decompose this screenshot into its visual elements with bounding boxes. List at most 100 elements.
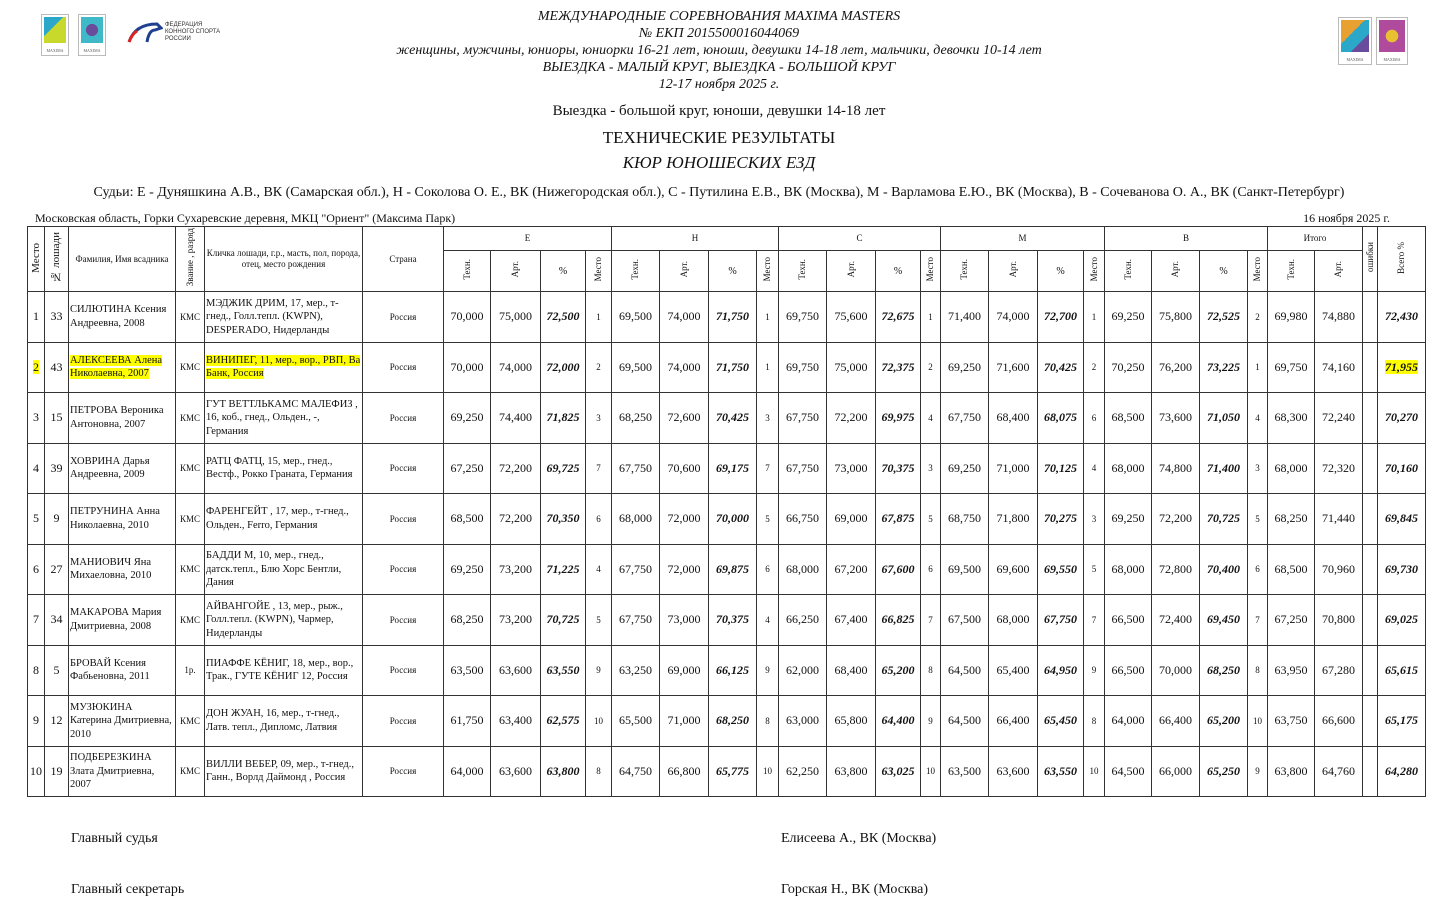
overall-score: 70,270 bbox=[1377, 392, 1426, 444]
pct-score: 69,450 bbox=[1199, 594, 1248, 646]
judge-place: 8 bbox=[920, 644, 941, 696]
pct-score: 69,875 bbox=[708, 543, 757, 595]
art-score: 63,600 bbox=[490, 644, 541, 696]
header-total-tech: Техн. bbox=[1267, 250, 1315, 292]
place-cell: 6 bbox=[27, 543, 45, 595]
pct-score: 64,950 bbox=[1037, 644, 1084, 696]
pct-score: 65,450 bbox=[1037, 695, 1084, 747]
judge-place: 5 bbox=[1083, 543, 1105, 595]
tech-score: 67,500 bbox=[940, 594, 989, 646]
art-score: 74,000 bbox=[659, 291, 709, 343]
tech-score: 68,000 bbox=[778, 543, 827, 595]
judge-place: 5 bbox=[1247, 493, 1268, 545]
header-tech: Техн. bbox=[443, 250, 491, 292]
rank-cell: КМС bbox=[175, 442, 205, 494]
categories: женщины, мужчины, юниоры, юниорки 16-21 … bbox=[396, 43, 1042, 58]
pct-score: 72,700 bbox=[1037, 291, 1084, 343]
tech-score: 69,500 bbox=[611, 291, 660, 343]
tech-score: 64,500 bbox=[940, 644, 989, 696]
judge-place: 8 bbox=[585, 745, 612, 797]
art-score: 72,000 bbox=[659, 543, 709, 595]
tech-score: 69,250 bbox=[443, 392, 491, 444]
pct-score: 69,550 bbox=[1037, 543, 1084, 595]
header-overall: Всего % bbox=[1377, 226, 1426, 292]
header-horse: Кличка лошади, г.р., масть, пол, порода,… bbox=[204, 226, 363, 292]
judge-place: 5 bbox=[920, 493, 941, 545]
pct-score: 70,725 bbox=[1199, 493, 1248, 545]
art-score: 63,600 bbox=[988, 745, 1038, 797]
judge-place: 2 bbox=[1083, 341, 1105, 393]
tech-score: 66,500 bbox=[1104, 594, 1152, 646]
header-art: Арт. bbox=[826, 250, 876, 292]
tech-score: 69,250 bbox=[1104, 493, 1152, 545]
maxima-logo-2: MAXIMA bbox=[78, 14, 106, 56]
header-horse-no: № лошади bbox=[44, 226, 69, 292]
pct-score: 70,425 bbox=[1037, 341, 1084, 393]
pct-score: 70,725 bbox=[540, 594, 586, 646]
tech-score: 64,500 bbox=[940, 695, 989, 747]
table-row: 9 12 МУЗЮКИНА Катерина Дмитриевна, 2010 КМС… bbox=[27, 695, 1426, 747]
table-row: 3 15 ПЕТРОВА Вероника Антоновна, 2007 КМС ГУ… bbox=[27, 392, 1426, 444]
art-score: 75,600 bbox=[826, 291, 876, 343]
tech-score: 64,000 bbox=[443, 745, 491, 797]
header-tech: Техн. bbox=[940, 250, 989, 292]
judge-place: 1 bbox=[756, 341, 779, 393]
total-art: 74,160 bbox=[1314, 341, 1363, 393]
rider-cell: ХОВРИНА Дарья Андреевна, 2009 bbox=[68, 442, 176, 494]
rider-cell: СИЛЮТИНА Ксения Андреевна, 2008 bbox=[68, 291, 176, 343]
chief-secretary-label: Главный секретарь bbox=[71, 882, 185, 897]
rank-cell: КМС bbox=[175, 493, 205, 545]
overall-score: 65,615 bbox=[1377, 644, 1426, 696]
horse-cell: ДОН ЖУАН, 16, мер., т-гнед., Латв. тепл.… bbox=[204, 695, 363, 747]
horse-cell: АЙВАНГОЙЕ , 13, мер., рыж., Голл.тепл. (… bbox=[204, 594, 363, 646]
pct-score: 66,125 bbox=[708, 644, 757, 696]
art-score: 75,800 bbox=[1151, 291, 1200, 343]
art-score: 70,000 bbox=[1151, 644, 1200, 696]
country-cell: Россия bbox=[362, 594, 444, 646]
total-tech: 67,250 bbox=[1267, 594, 1315, 646]
judges-list: Судьи: Е - Дуняшкина А.В., ВК (Самарская… bbox=[93, 185, 1345, 200]
event-title: МЕЖДУНАРОДНЫЕ СОРЕВНОВАНИЯ MAXIMA MASTER… bbox=[537, 9, 901, 24]
horse-cell: МЭДЖИК ДРИМ, 17, мер., т-гнед., Голл.теп… bbox=[204, 291, 363, 343]
rank-cell: КМС bbox=[175, 695, 205, 747]
header-tech: Техн. bbox=[778, 250, 827, 292]
ekp-number: № ЕКП 2015500016044069 bbox=[638, 26, 800, 41]
place-cell: 9 bbox=[27, 695, 45, 747]
judge-place: 8 bbox=[756, 695, 779, 747]
judge-place: 6 bbox=[920, 543, 941, 595]
total-art: 66,600 bbox=[1314, 695, 1363, 747]
pct-score: 70,425 bbox=[708, 392, 757, 444]
place-cell: 4 bbox=[27, 442, 45, 494]
pct-score: 70,275 bbox=[1037, 493, 1084, 545]
art-score: 66,800 bbox=[659, 745, 709, 797]
horse-no-cell: 19 bbox=[44, 745, 69, 797]
rank-cell: КМС bbox=[175, 341, 205, 393]
pct-score: 63,025 bbox=[875, 745, 921, 797]
tech-score: 67,250 bbox=[443, 442, 491, 494]
place-cell: 1 bbox=[27, 291, 45, 343]
country-cell: Россия bbox=[362, 695, 444, 747]
errors-cell bbox=[1362, 543, 1378, 595]
header-place: Место bbox=[27, 226, 45, 292]
art-score: 72,200 bbox=[490, 493, 541, 545]
pct-score: 64,400 bbox=[875, 695, 921, 747]
judge-place: 4 bbox=[756, 594, 779, 646]
pct-score: 70,400 bbox=[1199, 543, 1248, 595]
pct-score: 65,200 bbox=[1199, 695, 1248, 747]
chief-secretary-name: Горская Н., ВК (Москва) bbox=[781, 882, 929, 897]
country-cell: Россия bbox=[362, 442, 444, 494]
header-judge-place: Место bbox=[920, 250, 941, 292]
tech-score: 68,750 bbox=[940, 493, 989, 545]
art-score: 63,400 bbox=[490, 695, 541, 747]
judge-place: 10 bbox=[1083, 745, 1105, 797]
overall-score: 65,175 bbox=[1377, 695, 1426, 747]
header-judge-place: Место bbox=[585, 250, 612, 292]
header-judge-place: Место bbox=[1083, 250, 1105, 292]
art-score: 75,000 bbox=[490, 291, 541, 343]
tech-score: 69,750 bbox=[778, 291, 827, 343]
tech-score: 69,250 bbox=[940, 442, 989, 494]
pct-score: 67,600 bbox=[875, 543, 921, 595]
rank-cell: КМС bbox=[175, 291, 205, 343]
art-score: 63,600 bbox=[490, 745, 541, 797]
art-score: 72,000 bbox=[659, 493, 709, 545]
